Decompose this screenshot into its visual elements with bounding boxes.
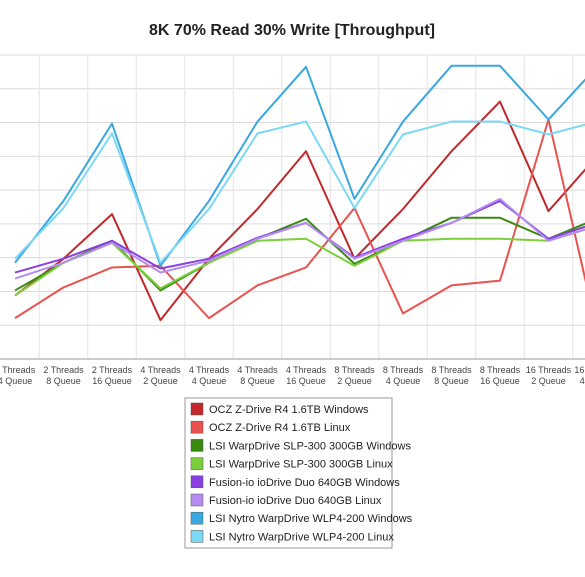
series-line — [14, 197, 585, 280]
legend-box — [184, 397, 393, 549]
series-line — [14, 118, 585, 320]
x-tick-label: 16 Queue — [480, 376, 520, 386]
legend-swatch — [190, 493, 204, 507]
x-tick-label: 8 Threads — [431, 365, 472, 375]
x-tick-label: 4 Threads — [140, 365, 181, 375]
series-line — [14, 64, 585, 267]
x-tick-label: 8 Threads — [383, 365, 424, 375]
legend-swatch — [190, 420, 204, 434]
legend-swatch — [190, 402, 204, 416]
legend-label: Fusion-io ioDrive Duo 640GB Windows — [209, 477, 400, 489]
legend-swatch — [190, 457, 204, 470]
legend-swatch — [190, 475, 204, 489]
x-tick-label: 4 Queue — [580, 376, 585, 386]
x-tick-label: 2 Queue — [337, 376, 372, 386]
x-tick-label: 8 Queue — [240, 376, 275, 386]
chart-title: 8K 70% Read 30% Write [Throughput] — [149, 22, 435, 39]
legend-label: LSI Nytro WarpDrive WLP4-200 Linux — [209, 531, 394, 543]
x-tick-label: 8 Threads — [334, 365, 375, 375]
series-line — [14, 120, 585, 264]
x-tick-label: 4 Queue — [192, 376, 227, 386]
x-tick-label: 8 Queue — [434, 376, 469, 386]
x-tick-label: 4 Threads — [189, 365, 230, 375]
x-tick-label: 4 Threads — [286, 365, 327, 375]
x-tick-label: 8 Queue — [46, 376, 81, 386]
x-tick-label: 16 Threads — [526, 365, 572, 375]
x-tick-label: 2 Threads — [0, 365, 36, 375]
x-tick-label: 4 Threads — [237, 365, 278, 375]
x-tick-label: 16 Queue — [92, 376, 132, 386]
legend-label: LSI WarpDrive SLP-300 300GB Windows — [209, 440, 411, 452]
legend-label: OCZ Z-Drive R4 1.6TB Windows — [209, 404, 369, 416]
x-tick-label: 2 Threads — [92, 365, 133, 375]
legend-swatch — [190, 511, 204, 525]
legend-label: Fusion-io ioDrive Duo 640GB Linux — [209, 495, 382, 507]
legend-swatch — [190, 439, 204, 452]
series-line — [14, 199, 585, 274]
x-tick-label: 2 Threads — [43, 365, 84, 375]
legend-label: LSI WarpDrive SLP-300 300GB Linux — [209, 459, 393, 471]
x-tick-label: 2 Queue — [531, 376, 566, 386]
legend-label: OCZ Z-Drive R4 1.6TB Linux — [209, 422, 351, 434]
series-line — [14, 100, 585, 322]
x-tick-label: 4 Queue — [386, 376, 421, 386]
series-line — [14, 228, 585, 297]
legend-swatch — [190, 530, 204, 543]
x-tick-label: 16 Queue — [286, 376, 326, 386]
x-tick-label: 16 Threads — [574, 365, 585, 375]
legend-label: LSI Nytro WarpDrive WLP4-200 Windows — [209, 513, 413, 525]
x-tick-label: 8 Threads — [480, 365, 521, 375]
x-tick-label: 2 Queue — [143, 376, 178, 386]
x-tick-label: 4 Queue — [0, 376, 32, 386]
